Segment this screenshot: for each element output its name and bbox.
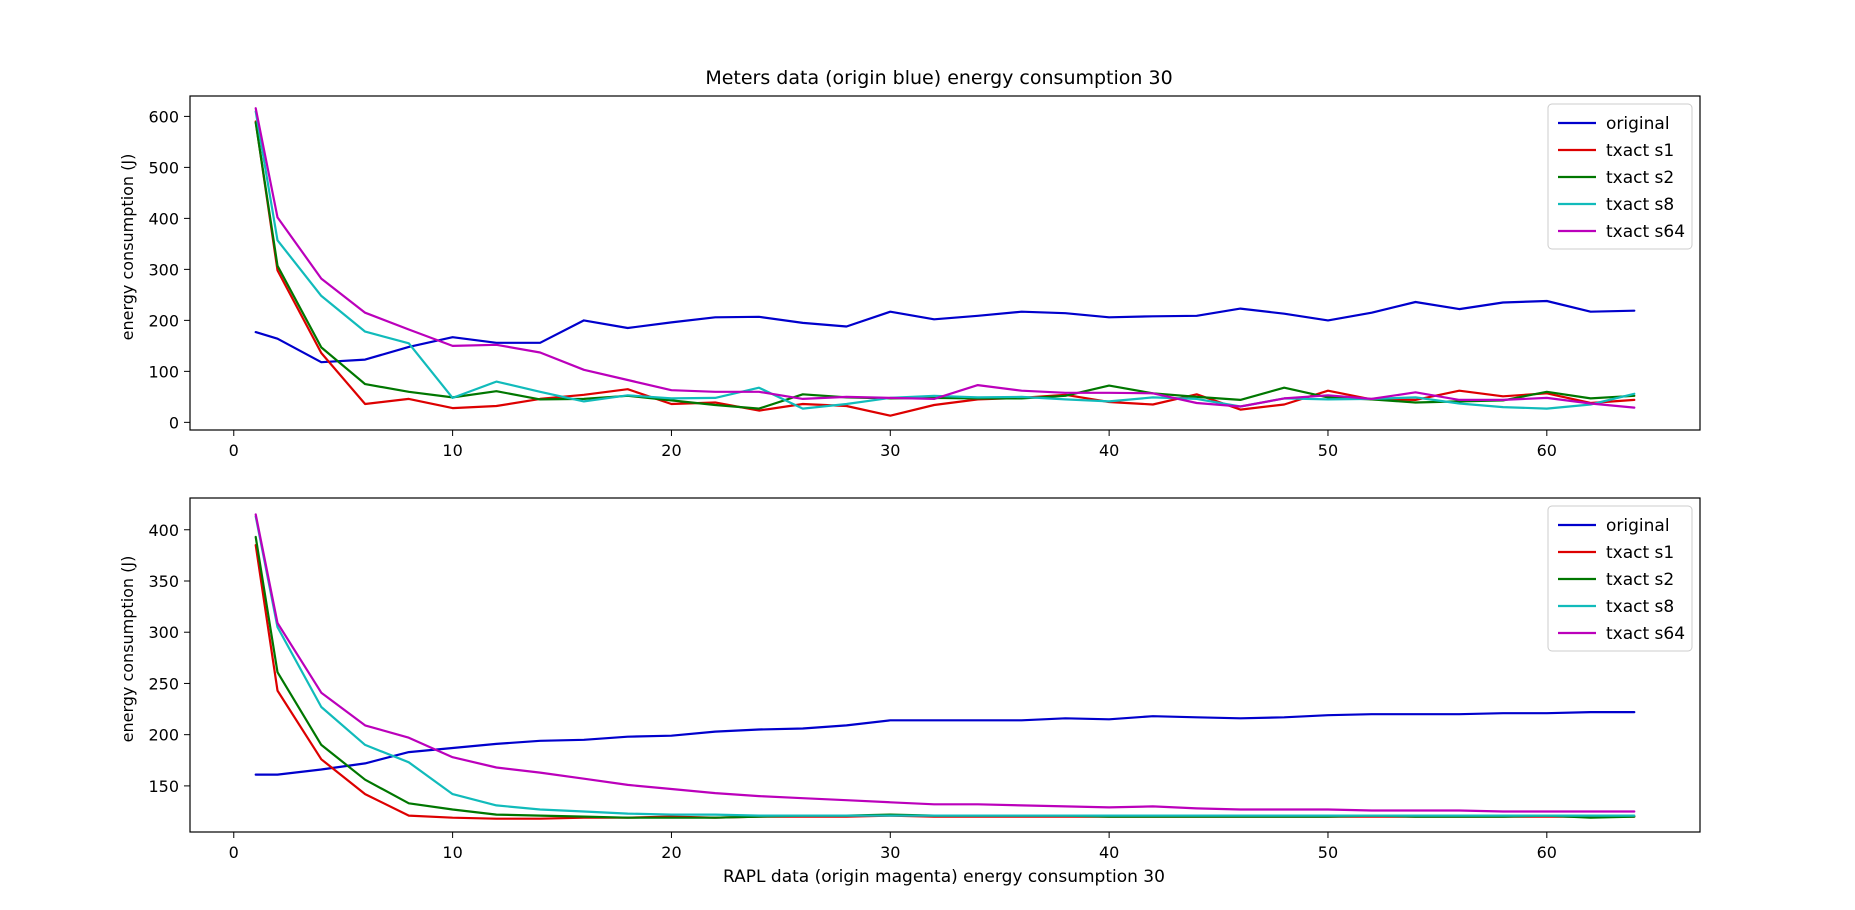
series-line-txact-s8 [254, 515, 1636, 817]
y-tick-label: 600 [148, 107, 179, 126]
series-line-txact-s64 [254, 107, 1636, 409]
x-tick-label: 10 [442, 843, 462, 862]
y-tick-label: 500 [148, 158, 179, 177]
legend: original txact s1 txact s2 txact s8 txact s6… [1547, 103, 1693, 250]
x-tick-label: 50 [1318, 843, 1338, 862]
y-tick-label: 200 [148, 311, 179, 330]
y-tick-label: 0 [169, 413, 179, 432]
x-axis-label: RAPL data (origin magenta) energy consum… [723, 867, 1165, 887]
plot-frame [189, 497, 1701, 833]
legend-box [1547, 103, 1693, 250]
series-lines [254, 513, 1636, 820]
legend-label: txact s2 [1606, 168, 1674, 188]
y-axis-label: energy consumption (J) [118, 556, 137, 743]
x-tick-label: 50 [1318, 441, 1338, 460]
x-tick-label: 20 [661, 843, 681, 862]
y-tick-label: 400 [148, 209, 179, 228]
series-line-txact-s1 [254, 120, 1636, 417]
y-tick-label: 400 [148, 521, 179, 540]
legend-label: original [1606, 516, 1670, 536]
legend-label: txact s1 [1606, 141, 1674, 161]
y-tick-label: 300 [148, 623, 179, 642]
x-tick-label: 10 [442, 441, 462, 460]
y-tick-labels: 150 200 250 300 350 400 [148, 521, 190, 796]
x-tick-label: 40 [1099, 843, 1119, 862]
x-tick-label: 40 [1099, 441, 1119, 460]
y-axis-label: energy consumption (J) [118, 154, 137, 341]
plot-frame [189, 95, 1701, 431]
x-tick-labels: 0 10 20 30 40 50 60 [229, 832, 1557, 862]
chart-meters: Meters data (origin blue) energy consump… [118, 67, 1701, 460]
y-tick-labels: 0 100 200 300 400 500 600 [148, 107, 190, 432]
series-line-original [254, 710, 1636, 776]
y-tick-label: 250 [148, 674, 179, 693]
y-tick-label: 150 [148, 777, 179, 796]
y-tick-label: 300 [148, 260, 179, 279]
x-tick-label: 20 [661, 441, 681, 460]
legend-label: original [1606, 114, 1670, 134]
chart-title: Meters data (origin blue) energy consump… [705, 67, 1172, 89]
x-tick-label: 0 [229, 843, 239, 862]
y-tick-label: 350 [148, 572, 179, 591]
series-lines [254, 107, 1636, 417]
series-line-txact-s8 [254, 110, 1636, 410]
x-tick-label: 60 [1537, 843, 1557, 862]
x-tick-labels: 0 10 20 30 40 50 60 [229, 430, 1557, 460]
series-line-txact-s64 [254, 513, 1636, 813]
y-tick-label: 200 [148, 726, 179, 745]
x-tick-label: 60 [1537, 441, 1557, 460]
y-tick-label: 100 [148, 362, 179, 381]
x-tick-label: 30 [880, 441, 900, 460]
series-line-original [254, 299, 1636, 364]
x-tick-label: 30 [880, 843, 900, 862]
x-tick-label: 0 [229, 441, 239, 460]
chart-rapl: 150 200 250 300 350 400 0 10 20 30 40 50 60 energy … [118, 497, 1701, 887]
legend-box [1547, 505, 1693, 652]
legend-label: txact s64 [1606, 222, 1685, 242]
legend: original txact s1 txact s2 txact s8 txact s6… [1547, 505, 1693, 652]
legend-label: txact s2 [1606, 570, 1674, 590]
legend-label: txact s1 [1606, 543, 1674, 563]
legend-label: txact s64 [1606, 624, 1685, 644]
legend-label: txact s8 [1606, 195, 1674, 215]
legend-label: txact s8 [1606, 597, 1674, 617]
